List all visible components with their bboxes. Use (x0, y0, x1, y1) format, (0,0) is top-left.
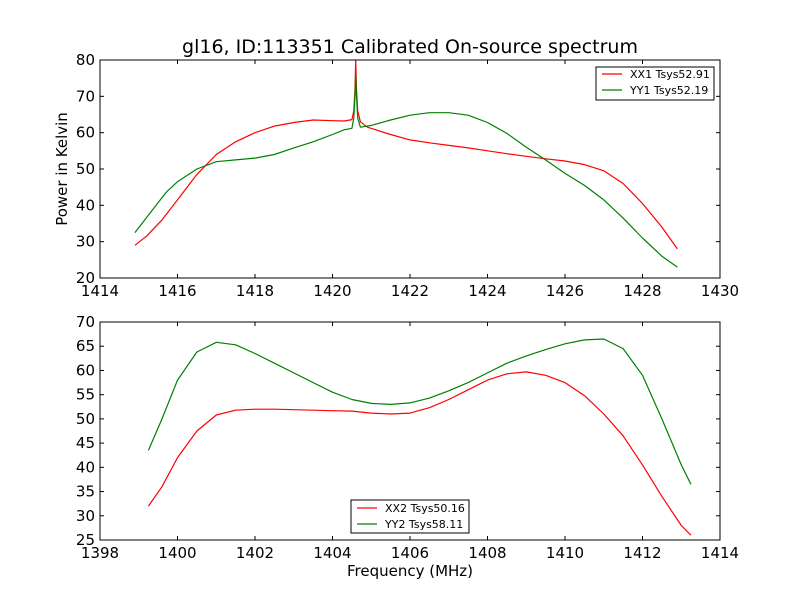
y-tick-label: 70 (76, 87, 95, 105)
top-panel: 1414 1416 1418 1420 1422 1424 1426 1428 1430 20 30… (76, 51, 739, 300)
x-tick-label: 1418 (236, 282, 274, 300)
x-tick-label: 1414 (81, 282, 119, 300)
x-tick-label: 1428 (623, 282, 661, 300)
top-panel-lines (134, 59, 678, 268)
series-line-xx2 (147, 371, 692, 536)
x-tick-label: 1410 (546, 544, 584, 562)
bottom-legend-label-xx2: XX2 Tsys50.16 (385, 502, 465, 515)
figure-title: gl16, ID:113351 Calibrated On-source spe… (182, 36, 638, 58)
x-tick-label: 1406 (391, 544, 429, 562)
bottom-legend-box (350, 499, 470, 534)
y-tick-label: 60 (76, 361, 95, 379)
y-tick-label: 80 (76, 51, 95, 69)
x-tick-label: 1430 (701, 282, 739, 300)
y-tick-label: 20 (76, 269, 95, 287)
x-tick-label: 1426 (546, 282, 584, 300)
bottom-panel-lines (147, 338, 692, 536)
x-axis-label: Frequency (MHz) (347, 562, 473, 580)
x-tick-label: 1412 (623, 544, 661, 562)
series-line-yy1 (134, 73, 678, 268)
y-tick-label: 30 (76, 507, 95, 525)
x-tick-label: 1400 (158, 544, 196, 562)
x-tick-label: 1408 (468, 544, 506, 562)
x-tick-label: 1422 (391, 282, 429, 300)
top-legend-label-yy1: YY1 Tsys52.19 (629, 84, 708, 97)
y-tick-label: 55 (76, 386, 95, 404)
series-line-yy2 (147, 338, 692, 485)
y-tick-label: 45 (76, 434, 95, 452)
x-tick-label: 1424 (468, 282, 506, 300)
y-tick-label: 50 (76, 160, 95, 178)
x-tick-label: 1402 (236, 544, 274, 562)
x-tick-label: 1404 (313, 544, 351, 562)
top-panel-ticks: 1414 1416 1418 1420 1422 1424 1426 1428 1430 20 30… (76, 51, 739, 300)
y-tick-label: 40 (76, 458, 95, 476)
y-tick-label: 70 (76, 313, 95, 331)
x-tick-label: 1398 (81, 544, 119, 562)
y-tick-label: 30 (76, 233, 95, 251)
y-tick-label: 40 (76, 196, 95, 214)
y-tick-label: 65 (76, 337, 95, 355)
top-legend-label-xx1: XX1 Tsys52.91 (630, 68, 710, 81)
x-tick-label: 1414 (701, 544, 739, 562)
x-tick-label: 1420 (313, 282, 351, 300)
y-tick-label: 50 (76, 410, 95, 428)
bottom-panel: 1398 1400 1402 1404 1406 1408 1410 1412 1414 25 30… (76, 313, 739, 562)
bottom-panel-ticks: 1398 1400 1402 1404 1406 1408 1410 1412 1414 25 30… (76, 313, 739, 562)
bottom-legend-label-yy2: YY2 Tsys58.11 (384, 518, 463, 531)
y-axis-label: Power in Kelvin (53, 112, 71, 226)
y-tick-label: 35 (76, 483, 95, 501)
bottom-panel-legend: XX2 Tsys50.16 YY2 Tsys58.11 (350, 499, 470, 534)
y-tick-label: 60 (76, 124, 95, 142)
top-legend-box (595, 66, 715, 101)
y-tick-label: 25 (76, 531, 95, 549)
x-tick-label: 1416 (158, 282, 196, 300)
top-panel-legend: XX1 Tsys52.91 YY1 Tsys52.19 (595, 66, 715, 101)
